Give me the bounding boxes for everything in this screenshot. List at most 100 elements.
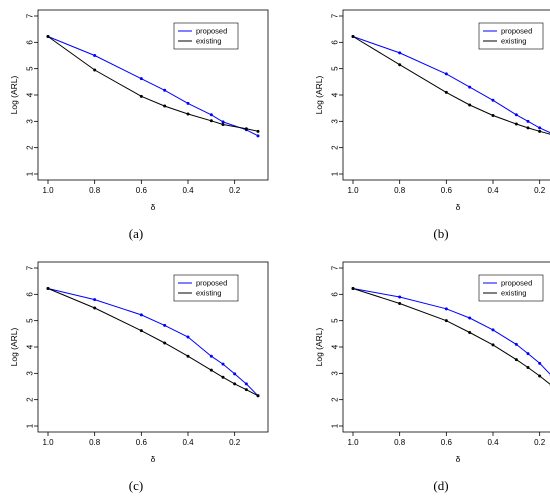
x-axis-label: δ xyxy=(456,202,461,212)
data-point-proposed xyxy=(163,323,167,327)
legend-box xyxy=(173,22,239,50)
data-point-proposed xyxy=(139,313,143,317)
y-tick-label: 4 xyxy=(26,344,35,349)
data-point-existing xyxy=(491,114,495,118)
data-point-existing xyxy=(93,306,97,310)
data-point-proposed xyxy=(209,113,213,117)
y-tick-label: 7 xyxy=(26,13,35,18)
legend-label-existing: existing xyxy=(196,289,221,298)
data-point-proposed xyxy=(538,126,542,130)
x-axis-label: δ xyxy=(151,454,156,464)
y-tick-label: 6 xyxy=(26,40,35,45)
legend-label-existing: existing xyxy=(501,37,526,46)
x-tick-label: 0.8 xyxy=(394,186,406,195)
data-point-existing xyxy=(186,112,190,116)
x-tick-label: 0.4 xyxy=(487,438,499,447)
data-point-proposed xyxy=(538,361,542,365)
data-point-existing xyxy=(163,341,167,345)
x-tick-label: 0.8 xyxy=(89,186,101,195)
x-tick-label: 0.6 xyxy=(136,186,148,195)
x-tick-label: 0.2 xyxy=(534,438,546,447)
data-point-existing xyxy=(256,129,260,133)
panel-tag: (d) xyxy=(433,478,448,493)
series-line-proposed xyxy=(352,36,550,134)
data-point-proposed xyxy=(444,307,448,311)
y-tick-label: 2 xyxy=(26,397,35,402)
series-line-proposed xyxy=(352,288,550,375)
y-tick-label: 5 xyxy=(26,318,35,323)
data-point-existing xyxy=(221,122,225,126)
y-axis-label: Log (ARL) xyxy=(9,75,19,114)
data-point-existing xyxy=(46,287,50,291)
series-line-existing xyxy=(47,36,259,132)
data-point-existing xyxy=(139,329,143,333)
y-tick-label: 7 xyxy=(331,13,340,18)
data-point-existing xyxy=(139,94,143,98)
legend-box xyxy=(478,22,544,50)
y-tick-label: 3 xyxy=(26,119,35,124)
x-tick-label: 0.8 xyxy=(394,438,406,447)
legend-label-proposed: proposed xyxy=(196,279,227,288)
x-tick-label: 1.0 xyxy=(42,438,54,447)
data-point-proposed xyxy=(186,101,190,105)
data-point-existing xyxy=(186,354,190,358)
y-tick-label: 1 xyxy=(26,171,35,176)
x-tick-label: 1.0 xyxy=(347,186,359,195)
x-tick-label: 0.4 xyxy=(182,438,194,447)
y-tick-label: 3 xyxy=(331,371,340,376)
data-point-existing xyxy=(209,119,213,123)
data-point-proposed xyxy=(526,352,530,356)
legend-label-proposed: proposed xyxy=(501,27,532,36)
chart-panel-2: 1 2 3 4 5 6 7 1.0 0.8 0.6 0.4 0.2 δ Log (ARL) proposed… xyxy=(9,261,269,493)
data-point-proposed xyxy=(468,85,472,89)
y-tick-label: 3 xyxy=(26,371,35,376)
x-tick-label: 0.6 xyxy=(136,438,148,447)
data-point-existing xyxy=(538,129,542,133)
data-point-existing xyxy=(468,331,472,335)
data-point-proposed xyxy=(221,362,225,366)
data-point-existing xyxy=(93,68,97,72)
panel-tag: (b) xyxy=(433,226,448,241)
data-point-proposed xyxy=(398,295,402,299)
y-axis-label: Log (ARL) xyxy=(314,75,324,114)
x-tick-label: 0.6 xyxy=(441,438,453,447)
data-point-existing xyxy=(244,127,248,131)
data-point-proposed xyxy=(491,328,495,332)
data-point-proposed xyxy=(514,342,518,346)
legend-box xyxy=(173,274,239,302)
data-point-existing xyxy=(491,343,495,347)
data-point-proposed xyxy=(233,372,237,376)
y-axis-label: Log (ARL) xyxy=(9,327,19,366)
y-tick-label: 1 xyxy=(26,423,35,428)
data-point-proposed xyxy=(93,298,97,302)
data-point-proposed xyxy=(93,54,97,57)
data-point-proposed xyxy=(491,98,495,102)
y-tick-label: 4 xyxy=(331,92,340,97)
series-line-proposed xyxy=(47,36,259,137)
data-point-proposed xyxy=(256,134,260,138)
legend-label-proposed: proposed xyxy=(501,279,532,288)
data-point-existing xyxy=(233,382,237,386)
panel-tag: (a) xyxy=(129,226,143,241)
data-point-existing xyxy=(514,358,518,362)
data-point-existing xyxy=(514,122,518,126)
x-tick-label: 0.2 xyxy=(229,186,241,195)
x-tick-label: 0.6 xyxy=(441,186,453,195)
data-point-proposed xyxy=(526,119,530,123)
legend-label-proposed: proposed xyxy=(196,27,227,36)
data-point-existing xyxy=(221,375,225,379)
data-point-existing xyxy=(351,287,355,291)
data-point-proposed xyxy=(209,354,213,358)
data-point-proposed xyxy=(163,88,167,92)
x-tick-label: 0.2 xyxy=(534,186,546,195)
x-axis-label: δ xyxy=(456,454,461,464)
data-point-proposed xyxy=(186,335,190,339)
data-point-existing xyxy=(538,374,542,378)
data-point-existing xyxy=(244,388,248,392)
data-point-proposed xyxy=(139,77,143,81)
y-tick-label: 4 xyxy=(26,92,35,97)
series-line-proposed xyxy=(47,288,259,397)
data-point-existing xyxy=(351,35,355,39)
data-point-existing xyxy=(398,63,402,67)
